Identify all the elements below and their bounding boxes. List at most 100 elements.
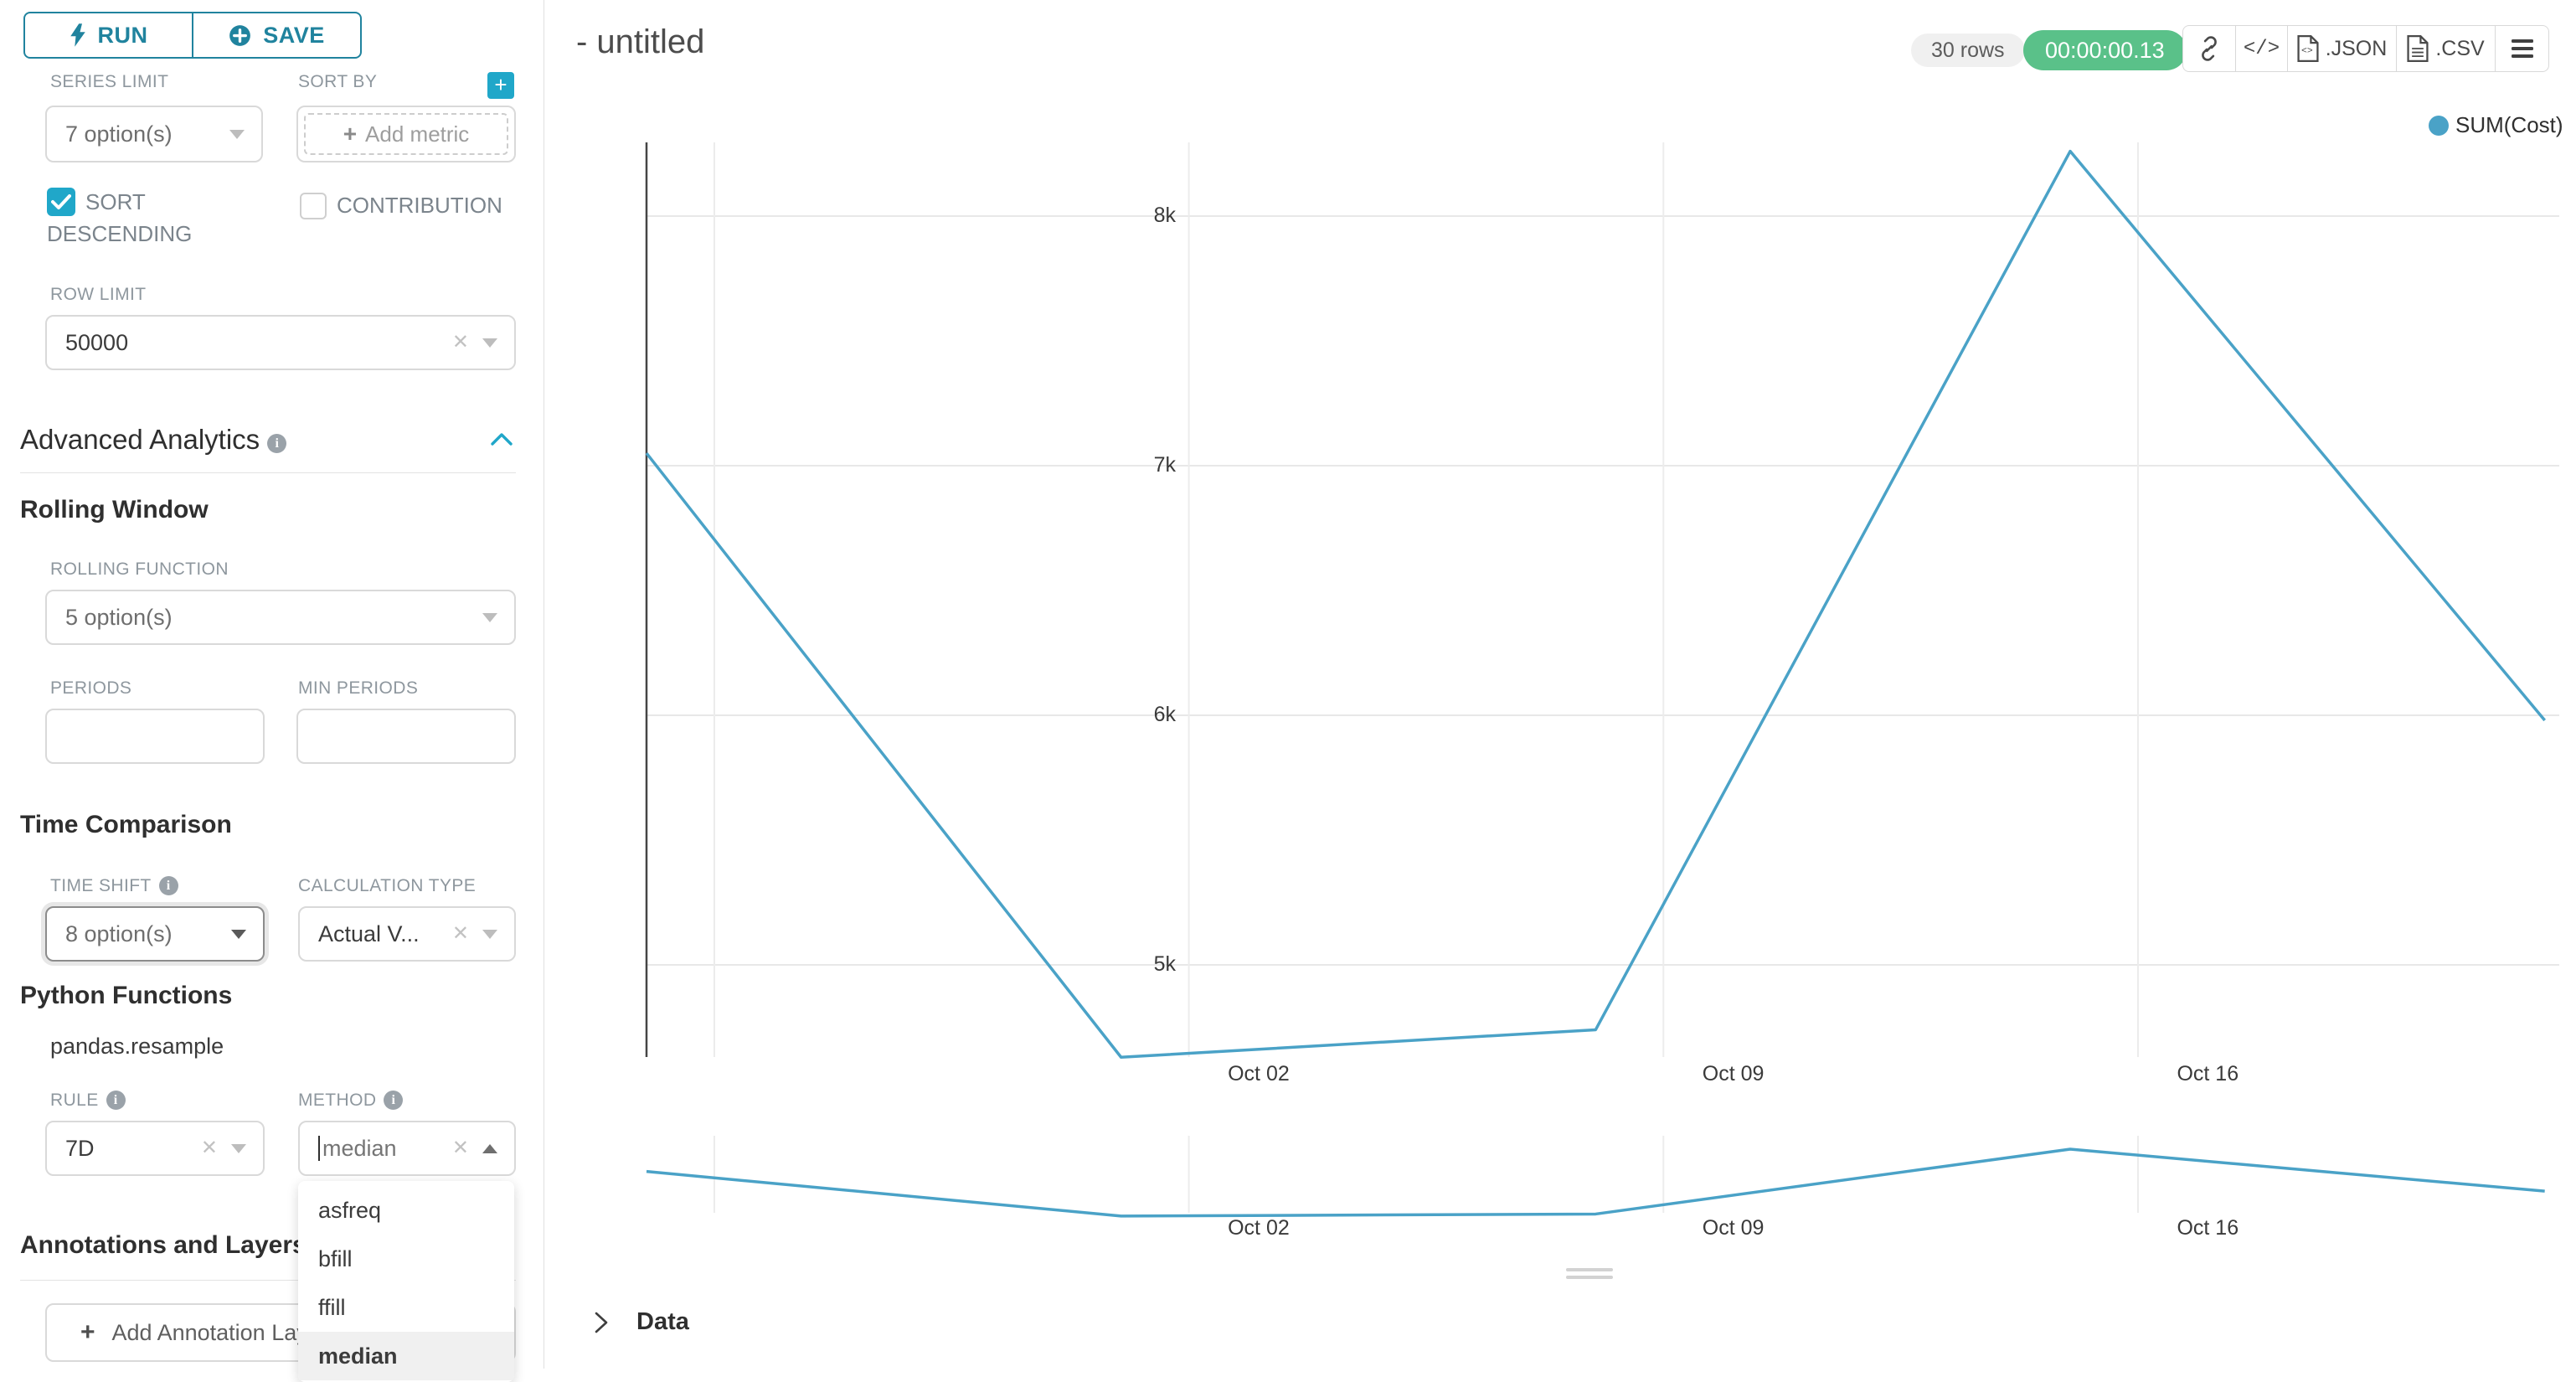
row-limit-value: 50000 [65, 329, 129, 355]
checkbox-empty-icon[interactable] [300, 193, 327, 219]
method-dropdown: asfreq bfill ffill median [298, 1181, 514, 1382]
contribution-label: CONTRIBUTION [337, 193, 502, 218]
checkbox-checked-icon[interactable] [47, 188, 75, 216]
series-limit-value: 7 option(s) [65, 121, 173, 147]
chevron-down-icon [229, 129, 245, 139]
save-button[interactable]: SAVE [192, 13, 360, 57]
min-periods-input[interactable] [298, 710, 514, 762]
annotations-heading: Annotations and Layers [20, 1231, 307, 1259]
method-option-median[interactable]: median [298, 1332, 514, 1380]
export-button-group: </> <> .JSON .CSV [2182, 25, 2549, 72]
run-save-button-group: RUN SAVE [23, 12, 362, 59]
menu-icon [2511, 39, 2533, 58]
clear-icon[interactable]: ✕ [451, 331, 469, 353]
clear-icon[interactable]: ✕ [200, 1137, 218, 1159]
timeseries-line-chart[interactable] [544, 0, 2576, 1369]
chart-title[interactable]: - untitled [576, 23, 705, 60]
time-shift-value: 8 option(s) [65, 920, 173, 946]
legend-label: SUM(Cost) [2455, 112, 2563, 137]
run-button[interactable]: RUN [25, 13, 192, 57]
add-annotation-label: Add Annotation Layer [111, 1319, 328, 1345]
add-metric-button[interactable]: + Add metric [304, 113, 508, 155]
collapse-section-chevron-up-icon[interactable] [491, 432, 513, 446]
info-icon[interactable]: i [158, 876, 178, 895]
pandas-resample-label: pandas.resample [50, 1034, 224, 1059]
info-icon[interactable]: i [106, 1091, 126, 1110]
control-panel-sidebar: RUN SAVE SERIES LIMIT SORT BY + 7 option… [0, 0, 544, 1382]
method-combobox[interactable]: median ✕ [298, 1121, 516, 1176]
chevron-right-icon [595, 1312, 608, 1333]
embed-code-button[interactable]: </> [2235, 26, 2287, 71]
row-limit-label: ROW LIMIT [50, 285, 147, 304]
row-limit-select[interactable]: 50000 ✕ [45, 315, 516, 370]
rolling-window-heading: Rolling Window [20, 496, 209, 523]
method-label: METHOD i [298, 1091, 404, 1111]
sort-by-label: SORT BY [298, 72, 378, 91]
time-comparison-heading: Time Comparison [20, 811, 232, 838]
calculation-type-select[interactable]: Actual V... ✕ [298, 906, 516, 962]
clear-icon[interactable]: ✕ [451, 922, 469, 945]
copy-link-button[interactable] [2183, 26, 2235, 71]
section-divider [20, 472, 516, 473]
json-label: .JSON [2325, 36, 2388, 60]
chart-legend[interactable]: SUM(Cost) [2429, 112, 2563, 138]
periods-input[interactable] [47, 710, 263, 762]
periods-label: PERIODS [50, 678, 132, 698]
plus-circle-icon [229, 24, 251, 46]
time-shift-select[interactable]: 8 option(s) [45, 906, 265, 962]
json-file-icon: <> [2297, 35, 2319, 62]
chevron-up-icon [482, 1143, 497, 1153]
calculation-type-value: Actual V... [318, 920, 420, 946]
sort-descending-checkbox-row[interactable]: SORT DESCENDING [47, 186, 198, 250]
min-periods-input-box [296, 709, 516, 764]
csv-label: .CSV [2435, 36, 2485, 60]
series-limit-label: SERIES LIMIT [50, 72, 169, 91]
method-option-bfill[interactable]: bfill [318, 1246, 353, 1271]
series-limit-select[interactable]: 7 option(s) [45, 106, 263, 162]
section-divider [20, 1280, 516, 1281]
method-option-asfreq[interactable]: asfreq [318, 1198, 382, 1223]
advanced-analytics-heading: Advanced Analytics i [20, 424, 287, 456]
link-icon [2202, 36, 2217, 61]
data-panel-label: Data [636, 1308, 689, 1335]
export-csv-button[interactable]: .CSV [2396, 26, 2495, 71]
add-sort-by-button[interactable]: + [487, 72, 514, 99]
periods-input-box [45, 709, 265, 764]
rule-label: RULE i [50, 1091, 126, 1111]
info-icon[interactable]: i [384, 1091, 404, 1110]
python-functions-heading: Python Functions [20, 982, 233, 1009]
code-icon: </> [2243, 37, 2280, 60]
chevron-down-icon [482, 929, 497, 939]
rolling-function-value: 5 option(s) [65, 604, 173, 630]
calculation-type-label: CALCULATION TYPE [298, 876, 477, 895]
save-button-label: SAVE [263, 22, 325, 48]
legend-dot-icon [2429, 115, 2449, 136]
time-shift-label: TIME SHIFT i [50, 876, 178, 896]
sort-by-metric-box: + Add metric [296, 106, 516, 162]
chevron-down-icon [231, 1143, 246, 1153]
csv-file-icon [2407, 35, 2429, 62]
min-periods-label: MIN PERIODS [298, 678, 419, 698]
rolling-function-label: ROLLING FUNCTION [50, 560, 229, 579]
more-options-button[interactable] [2495, 26, 2548, 71]
plus-icon: + [343, 121, 358, 147]
method-option-ffill[interactable]: ffill [318, 1295, 346, 1320]
data-panel-toggle[interactable]: Data [595, 1308, 689, 1336]
query-timer-badge: 00:00:00.13 [2023, 30, 2187, 70]
method-value: median [318, 1135, 446, 1162]
resize-handle[interactable] [1566, 1268, 1613, 1283]
chevron-down-icon [482, 612, 497, 622]
plus-icon: + [80, 1318, 95, 1346]
sort-descending-label: SORT DESCENDING [47, 189, 193, 246]
chevron-down-icon [482, 338, 497, 348]
contribution-checkbox-row[interactable]: CONTRIBUTION [300, 189, 534, 221]
rule-select[interactable]: 7D ✕ [45, 1121, 265, 1176]
rolling-function-select[interactable]: 5 option(s) [45, 590, 516, 645]
run-button-label: RUN [97, 22, 148, 48]
clear-icon[interactable]: ✕ [451, 1137, 469, 1159]
info-icon[interactable]: i [267, 434, 287, 453]
export-json-button[interactable]: <> .JSON [2287, 26, 2396, 71]
lightning-bolt-icon [70, 23, 85, 47]
chevron-down-icon [231, 929, 246, 939]
rule-value: 7D [65, 1135, 95, 1161]
